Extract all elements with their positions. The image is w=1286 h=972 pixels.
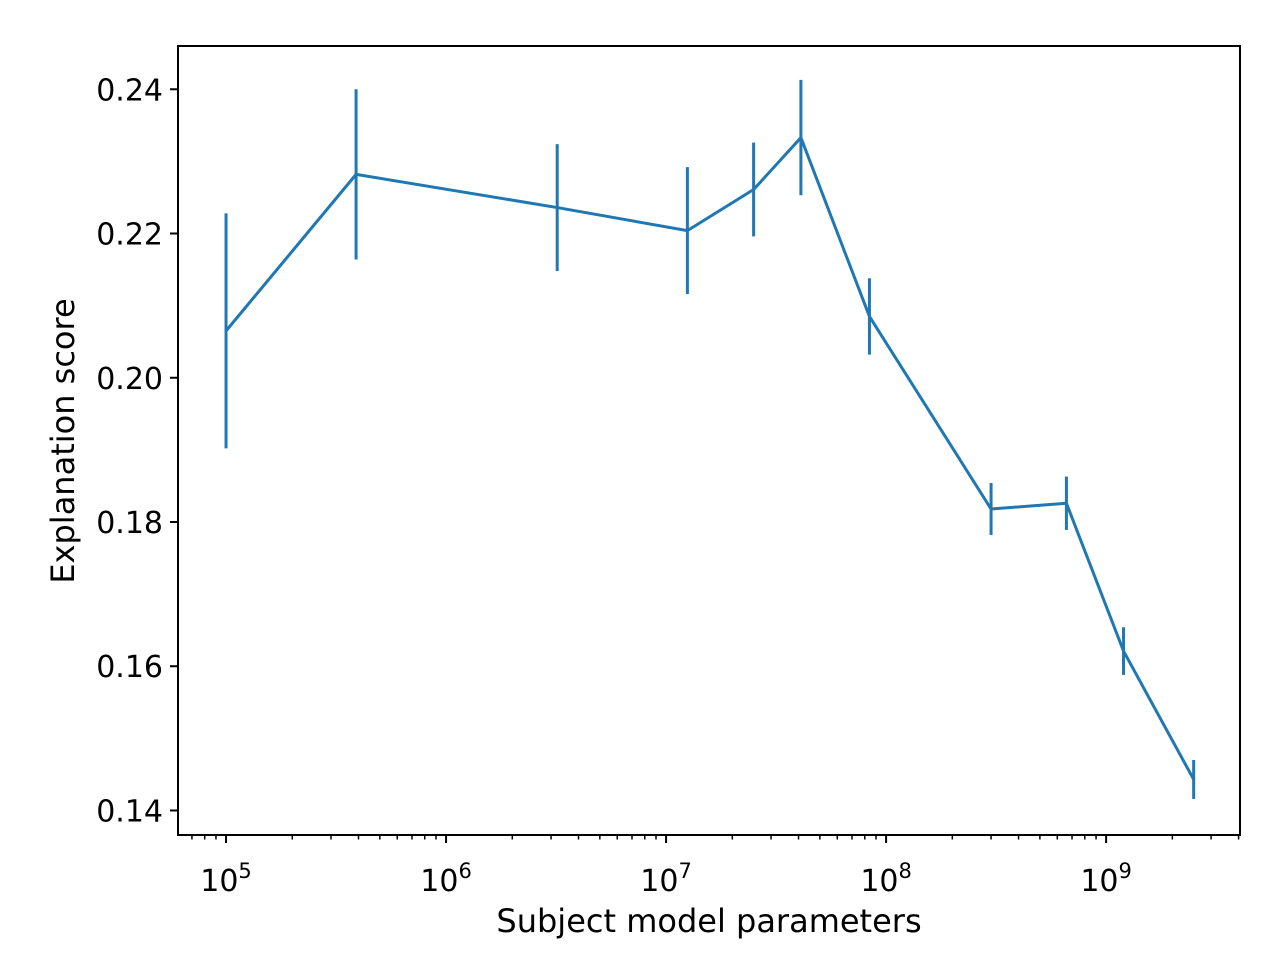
x-tick-label: 108 [860, 859, 912, 899]
y-tick-label: 0.24 [96, 73, 163, 108]
x-tick-label: 105 [200, 859, 252, 899]
y-axis-tick-labels: 0.14 0.16 0.18 0.20 0.22 0.24 [96, 73, 163, 829]
y-tick-label: 0.14 [96, 794, 163, 829]
x-axis-major-ticks [225, 835, 1108, 843]
y-tick-label: 0.20 [96, 362, 163, 397]
x-axis-label: Subject model parameters [496, 902, 921, 940]
x-axis-tick-labels: 105 106 107 108 109 [200, 859, 1132, 899]
data-line [224, 136, 1195, 781]
x-axis-minor-ticks [191, 835, 1240, 840]
y-tick-label: 0.22 [96, 218, 163, 253]
plot-border [177, 45, 1241, 836]
y-axis-major-ticks [170, 88, 178, 812]
y-tick-label: 0.18 [96, 506, 163, 541]
x-tick-label: 109 [1080, 859, 1132, 899]
x-tick-label: 107 [640, 859, 692, 899]
x-tick-label: 106 [420, 859, 472, 899]
y-axis-label: Explanation score [44, 298, 82, 583]
y-tick-label: 0.16 [96, 650, 163, 685]
error-bars [224, 79, 1196, 799]
